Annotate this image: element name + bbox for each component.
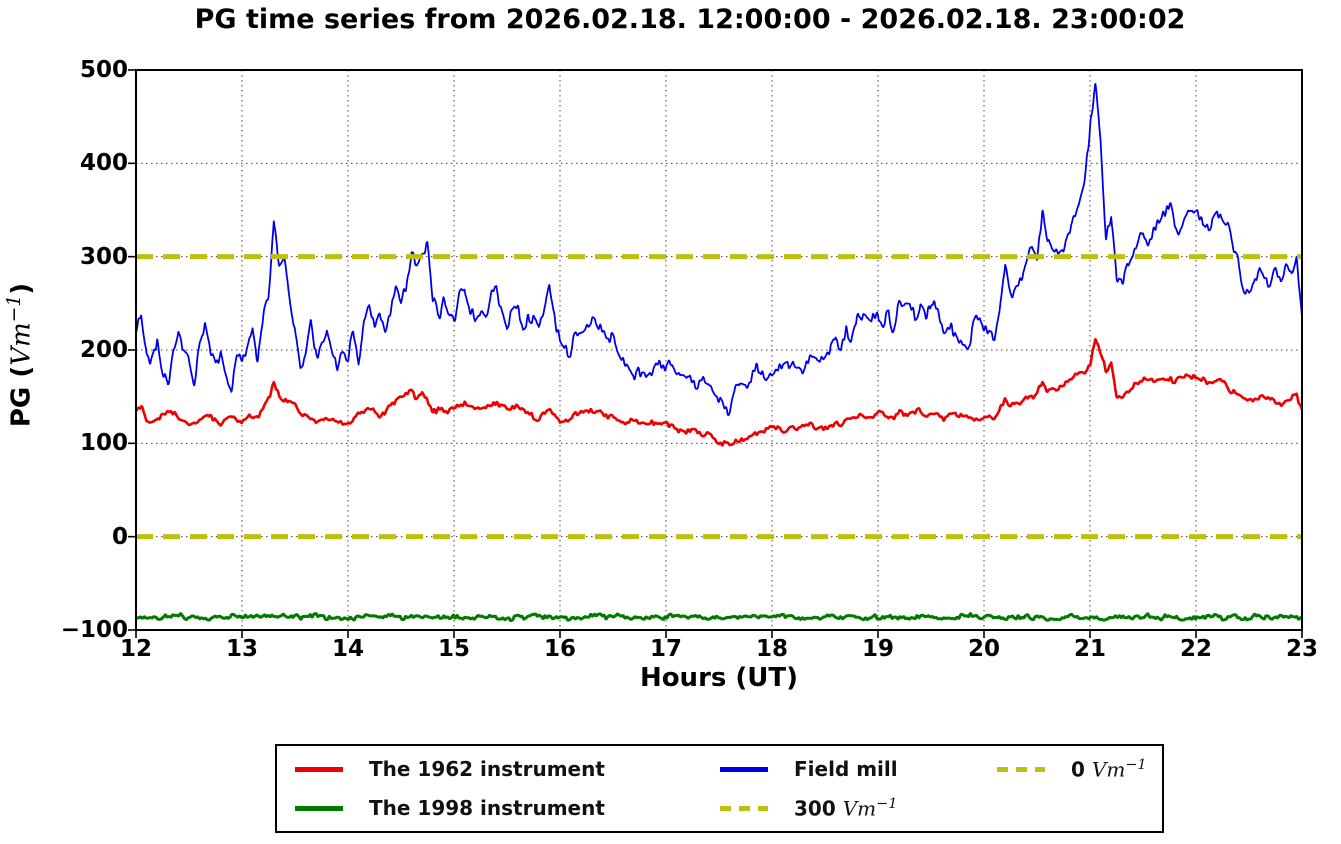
x-tick-label: 23 — [1285, 636, 1318, 662]
legend-label-1962: The 1962 instrument — [369, 757, 605, 781]
legend-item-1998-instrument: The 1998 instrument — [295, 794, 605, 822]
legend: The 1962 instrument The 1998 instrument … — [275, 744, 1164, 833]
y-tick-label: 200 — [79, 337, 128, 363]
y-axis-label-suffix: ) — [6, 282, 37, 295]
legend-item-field-mill: Field mill — [720, 755, 898, 783]
legend-item-0-threshold: 0 Vm−1 — [997, 755, 1147, 783]
x-tick-label: 17 — [649, 636, 682, 662]
chart-title: PG time series from 2026.02.18. 12:00:00… — [194, 4, 1186, 35]
x-tick-label: 13 — [225, 636, 258, 662]
legend-item-300-threshold: 300 Vm−1 — [720, 794, 897, 822]
x-tick-label: 12 — [119, 636, 152, 662]
y-axis-label: PG (Vm−1) — [4, 205, 44, 505]
x-tick-label: 16 — [543, 636, 576, 662]
legend-swatch-yellow-dashed-icon — [997, 766, 1045, 772]
y-tick-label: 500 — [79, 57, 128, 83]
legend-item-1962-instrument: The 1962 instrument — [295, 755, 605, 783]
x-tick-label: 21 — [1073, 636, 1106, 662]
legend-label-0: 0 Vm−1 — [1071, 756, 1147, 782]
y-tick-label: 0 — [111, 523, 128, 550]
x-tick-label: 18 — [755, 636, 788, 662]
x-tick-label: 19 — [861, 636, 894, 662]
y-tick-label: −100 — [60, 617, 128, 643]
x-axis-label: Hours (UT) — [639, 663, 799, 693]
legend-swatch-blue-line-icon — [720, 766, 768, 772]
y-axis-unit-exponent: −1 — [4, 294, 25, 323]
x-tick-label: 15 — [437, 636, 470, 662]
legend-swatch-yellow-dashed-icon — [720, 805, 768, 811]
legend-swatch-red-line-icon — [295, 766, 343, 772]
y-tick-label: 400 — [79, 150, 128, 177]
legend-swatch-green-line-icon — [295, 805, 343, 811]
legend-label-300: 300 Vm−1 — [794, 795, 898, 821]
y-tick-label: 300 — [79, 243, 128, 270]
x-tick-label: 14 — [331, 636, 364, 662]
y-tick-label: 100 — [79, 430, 128, 457]
y-axis-unit: Vm — [6, 322, 37, 366]
x-tick-label: 20 — [967, 636, 1000, 662]
x-tick-label: 22 — [1179, 636, 1212, 662]
y-axis-label-prefix: PG ( — [6, 365, 37, 428]
legend-label-1998: The 1998 instrument — [369, 796, 605, 820]
legend-label-field-mill: Field mill — [794, 757, 898, 781]
